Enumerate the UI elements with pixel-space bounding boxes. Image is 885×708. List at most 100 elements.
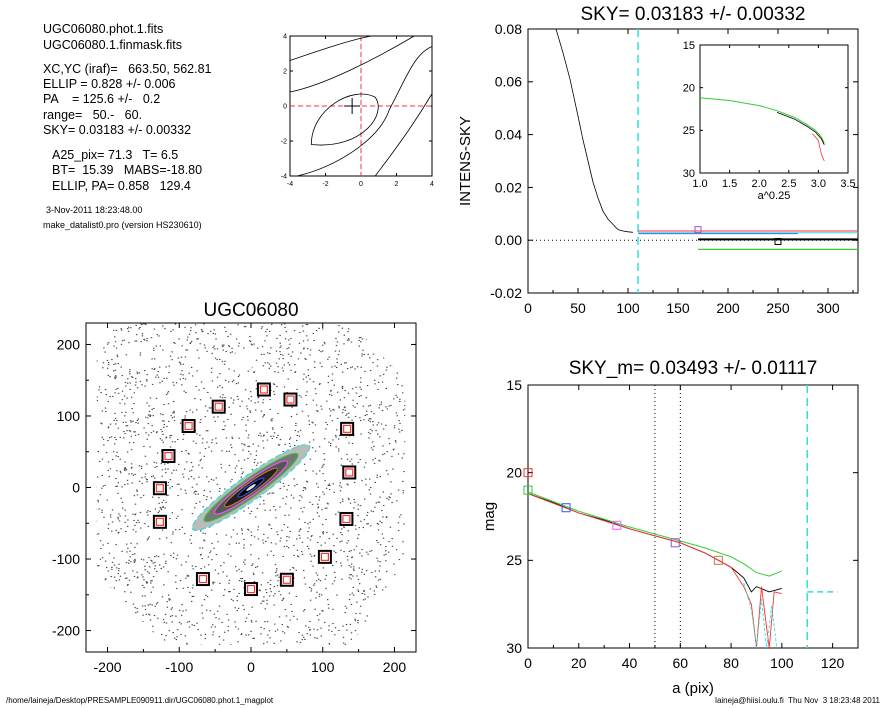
sky-box-inner	[286, 395, 295, 404]
mag-marker	[523, 485, 533, 495]
sky-box	[279, 572, 294, 587]
sky-box-inner	[246, 584, 256, 594]
mag-x-tick-label: 120	[821, 655, 845, 671]
contour-y-tick-label: 4	[283, 33, 287, 40]
mag-x-tick-label: 60	[673, 655, 689, 671]
image-y-tick-label: 0	[72, 479, 80, 495]
image-x-tick-label: 0	[247, 659, 255, 675]
mag-y-tick-label: 25	[506, 552, 522, 568]
sky-box	[152, 514, 167, 529]
sky-box-inner	[164, 451, 173, 461]
mag-x-tick-label: 20	[571, 655, 587, 671]
inset-profile-black	[776, 112, 825, 145]
info-center: XC,YC (iraf)= 663.50, 562.81	[43, 62, 212, 76]
info-program: make_datalist0.pro (version HS230610)	[43, 220, 202, 230]
sky-box-inner	[184, 421, 193, 431]
image-y-tick-label: 200	[57, 336, 81, 352]
sky-box-marker	[694, 226, 702, 234]
galaxy-nucleus	[246, 483, 256, 492]
mag-marker	[612, 520, 622, 530]
mag-marker	[561, 503, 571, 513]
info-range: range= 50.- 60.	[43, 108, 143, 122]
contour-lines	[289, 35, 433, 177]
contour-y-tick-label: -2	[281, 138, 287, 145]
inset-x-tick-label: 3.0	[811, 178, 826, 190]
info-file-phot: UGC06080.phot.1.fits	[43, 22, 164, 36]
sky-box-marker	[774, 238, 782, 246]
mag-profile-red	[527, 493, 782, 649]
mag-x-tick-label: 40	[622, 655, 638, 671]
contour-line	[289, 35, 372, 61]
inset-y-tick-label: 25	[683, 125, 695, 137]
image-x-tick-label: -200	[94, 659, 122, 675]
sky-box-inner	[155, 517, 164, 526]
contour-y-tick-label: -4	[281, 173, 287, 180]
sky-box	[317, 549, 332, 564]
inset-x-tick-label: 1.0	[692, 178, 707, 190]
sky-x-tick-label: 300	[816, 300, 840, 316]
image-y-tick-label: 100	[57, 408, 81, 424]
image-x-tick-label: 200	[383, 659, 407, 675]
info-a25: A25_pix= 71.3 T= 6.5	[52, 148, 179, 162]
sky-box-inner	[345, 468, 354, 477]
sky-box	[181, 418, 196, 433]
sky-x-tick-label: 100	[616, 300, 640, 316]
sky-x-tick-label: 250	[766, 300, 790, 316]
mag-x-tick-label: 0	[524, 655, 532, 671]
mag-y-tick-label: 30	[506, 640, 522, 656]
mag-title: SKY_m= 0.03493 +/- 0.01117	[569, 358, 818, 379]
contour-line	[374, 93, 433, 177]
sky-box	[211, 399, 226, 414]
sky-profile-line	[555, 28, 634, 233]
contour-x-tick-label: 0	[359, 181, 363, 188]
mag-marker	[713, 555, 723, 565]
mag-xlabel: a (pix)	[672, 680, 714, 697]
mag-y-tick-label: 20	[506, 465, 522, 481]
sky-box-inner	[320, 552, 329, 561]
info-ellip-pa: ELLIP, PA= 0.858 129.4	[52, 179, 191, 193]
image-x-tick-label: -100	[165, 659, 193, 675]
image-y-tick-label: -200	[52, 622, 80, 638]
sky-box-inner	[155, 484, 164, 493]
image-title: UGC06080	[203, 300, 298, 321]
sky-box-inner	[343, 424, 352, 433]
info-pa: PA = 125.6 +/- 0.2	[43, 92, 161, 106]
sky-x-tick-label: 150	[666, 300, 690, 316]
sky-box	[244, 582, 258, 597]
inset-profile-green	[699, 97, 825, 144]
info-ellip: ELLIP = 0.828 +/- 0.006	[43, 77, 176, 91]
sky-box	[161, 449, 176, 464]
inset-x-tick-label: 2.0	[752, 178, 767, 190]
sky-box-inner	[282, 575, 291, 584]
sky-ylabel: INTENS-SKY	[457, 116, 474, 206]
mag-x-tick-label: 80	[723, 655, 739, 671]
mag-y-tick-label: 15	[506, 377, 522, 393]
sky-y-tick-label: 0.08	[495, 21, 522, 37]
contour-x-tick-label: -2	[322, 181, 328, 188]
contour-x-tick-label: 4	[430, 181, 434, 188]
image-x-tick-label: 100	[311, 659, 335, 675]
inset-y-tick-label: 15	[683, 40, 695, 52]
mag-marker	[523, 468, 533, 478]
sky-box-inner	[198, 574, 208, 584]
info-bt: BT= 15.39 MABS=-18.80	[52, 163, 203, 177]
footer-path: /home/laineja/Desktop/PRESAMPLE090911.di…	[6, 696, 274, 705]
inset-x-tick-label: 3.5	[840, 178, 855, 190]
mag-ylabel: mag	[481, 502, 498, 531]
sky-box	[256, 382, 271, 397]
sky-box	[342, 465, 357, 480]
mag-x-tick-label: 100	[770, 655, 794, 671]
sky-box-inner	[259, 385, 269, 394]
sky-x-tick-label: 50	[570, 300, 586, 316]
sky-x-tick-label: 0	[524, 300, 532, 316]
masked-star	[232, 349, 255, 372]
inset-profile-red	[812, 133, 825, 162]
inset-y-tick-label: 30	[683, 168, 695, 180]
contour-y-tick-label: 2	[283, 68, 287, 75]
sky-box	[195, 572, 210, 587]
info-file-mask: UGC06080.1.finmask.fits	[43, 38, 182, 52]
sky-box	[283, 392, 298, 407]
sky-box-inner	[214, 402, 223, 411]
info-sky: SKY= 0.03183 +/- 0.00332	[43, 123, 192, 137]
